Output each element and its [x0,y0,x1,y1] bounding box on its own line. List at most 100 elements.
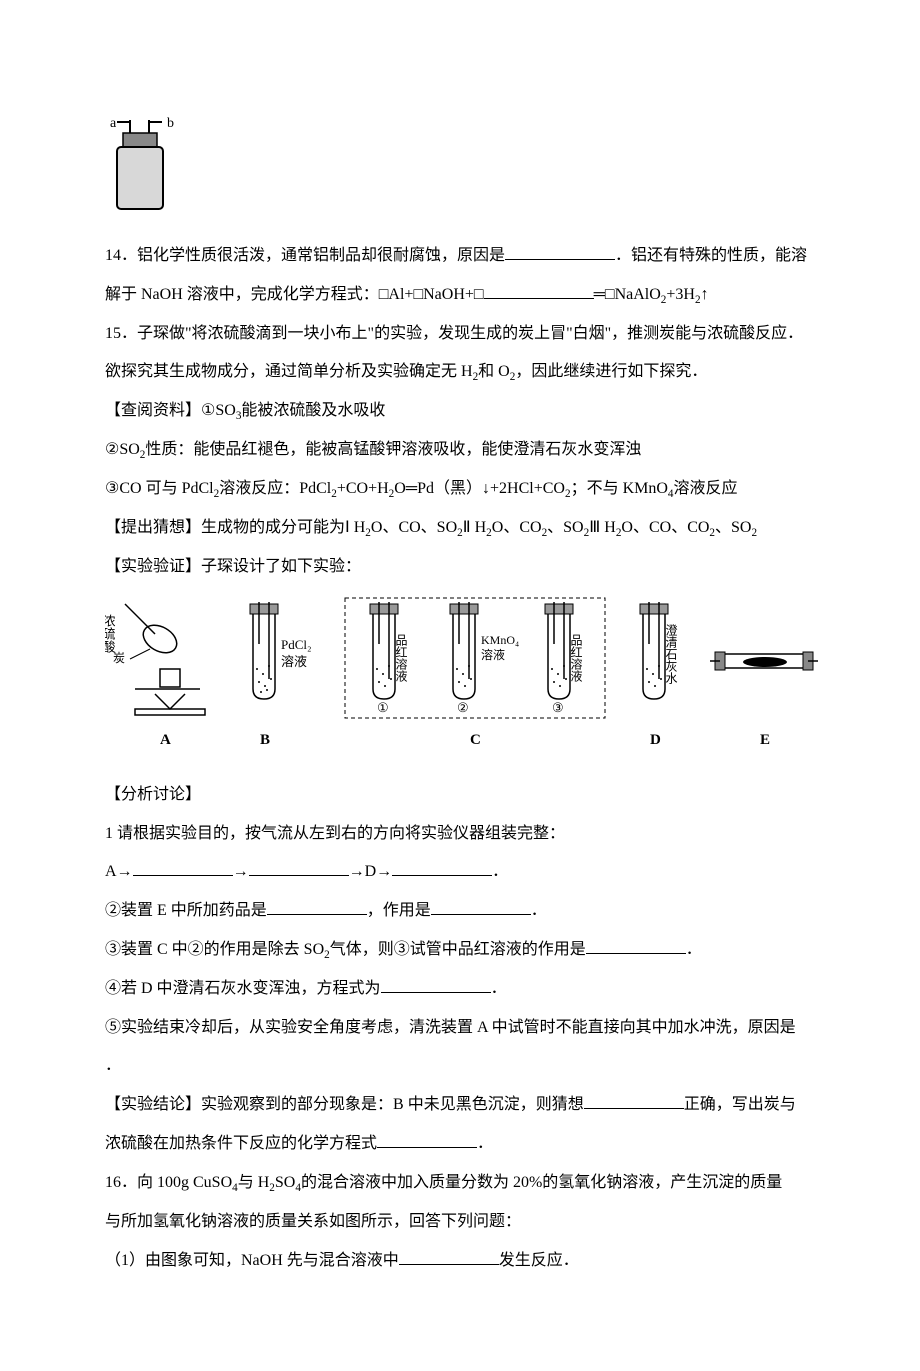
svg-text:品红溶液: 品红溶液 [569,634,583,682]
svg-text:炭: 炭 [113,651,125,665]
apparatus-C-label: C [470,732,481,748]
q14-text-5: +3H [666,286,695,303]
q14-text-2: ．铝还有特殊的性质，能溶 [615,247,807,264]
svg-text:②: ② [457,700,469,715]
q15-lk1b: 能被浓硫酸及水吸收 [241,402,385,419]
q16-line3: （1）由图象可知，NaOH 先与混合溶液中 发生反应． [105,1243,830,1280]
q15-d3b: 气体，则③试管中品红溶液的作用是 [330,941,586,958]
svg-text:PdCl₂: PdCl₂ [281,637,312,652]
q15-d2a: ②装置 E 中所加药品是 [105,902,267,919]
apparatus-E: E [710,652,818,748]
svg-text:B: B [260,732,270,748]
q15-intro-2: 欲探究其生成物成分，通过简单分析及实验确定无 H2和 O2，因此继续进行如下探究… [105,354,830,391]
q16-3b: 发生反应． [499,1252,579,1269]
apparatus-B: PdCl₂ 溶液 B [250,602,312,748]
q15-intro-1: 15．子琛做"将浓硫酸滴到一块小布上"的实验，发现生成的炭上冒"白烟"，推测炭能… [105,316,830,353]
q15-d1-blank2 [249,859,349,877]
q15-d4-blank [381,975,491,993]
q15-d2c: ． [531,902,547,919]
q15-d3c: ． [686,941,702,958]
svg-text:A: A [160,732,171,748]
q15-lookup-heading: 【查阅资料】①SO3能被浓硫酸及水吸收 [105,393,830,430]
svg-text:浓硫酸: 浓硫酸 [105,614,116,653]
q14-blank-1 [505,242,615,260]
q16-3a: （1）由图象可知，NaOH 先与混合溶液中 [105,1252,399,1269]
apparatus-C-tube3: 品红溶液 ③ [545,602,583,715]
q15-verify-heading: 【实验验证】子琛设计了如下实验： [105,549,830,586]
q15-d1-blank3 [392,859,492,877]
q15-conc-b: 正确，写出炭与 [684,1096,796,1113]
q15-conc-blank1 [584,1092,684,1110]
q14-blank-2 [484,281,594,299]
q15-d5b: ． [105,1048,830,1085]
q15-d4b: ． [491,980,507,997]
q14-line1: 14．铝化学性质很活泼，通常铝制品却很耐腐蚀，原因是 ．铝还有特殊的性质，能溶 [105,238,830,275]
bottle-diagram: a b [105,115,830,230]
q14-text-6: ↑ [701,286,709,303]
q15-hyp-c: Ⅱ H [463,519,486,536]
q15-conc-c: 浓硫酸在加热条件下反应的化学方程式 [105,1135,377,1152]
q15-d3a: ③装置 C 中②的作用是除去 SO [105,941,324,958]
svg-text:D: D [650,732,661,748]
q15-d3: ③装置 C 中②的作用是除去 SO2气体，则③试管中品红溶液的作用是． [105,932,830,969]
q15-hyp-g: O、CO、CO [621,519,709,536]
q16-blank [399,1247,499,1265]
apparatus-A: 浓硫酸 炭 A [105,604,205,748]
svg-text:溶液: 溶液 [281,654,307,669]
q15-d4a: ④若 D 中澄清石灰水变浑浊，方程式为 [105,980,381,997]
q15-hyp-b: O、CO、SO [371,519,457,536]
svg-text:③: ③ [552,700,564,715]
q14-text-3: 解于 NaOH 溶液中，完成化学方程式：□Al+□NaOH+□ [105,286,484,303]
q15-conc-a: 实验观察到的部分现象是：B 中未见黑色沉淀，则猜想 [201,1096,584,1113]
q15-hyp-f: Ⅲ H [589,519,616,536]
q15-hyp-h: 、SO [715,519,751,536]
svg-text:①: ① [377,700,389,715]
apparatus-C-tube2: KMnO₄ 溶液 ② [450,602,519,715]
q15-hyp-e: 、SO [547,519,583,536]
q15-lk2a: ②SO [105,441,140,458]
q15-intro-2c: ，因此继续进行如下探究． [515,363,707,380]
q15-d1: 1 请根据实验目的，按气流从左到右的方向将实验仪器组装完整： [105,816,830,853]
q15-d1-seq: A→→→D→． [105,854,830,891]
q15-d5: ⑤实验结束冷却后，从实验安全角度考虑，清洗装置 A 中试管时不能直接向其中加水冲… [105,1010,830,1047]
svg-text:E: E [760,732,770,748]
q15-d1-blank1 [133,859,233,877]
q16-1b: 与 H [238,1174,270,1191]
q15-lookup-3: ③CO 可与 PdCl2溶液反应：PdCl2+CO+H2O═Pd（黑）↓+2HC… [105,471,830,508]
q15-hyp-a: 生成物的成分可能为Ⅰ H [201,519,365,536]
q15-lk3f: 溶液反应 [674,480,738,497]
apparatus-D: 澄清石灰水 D [640,602,678,748]
q15-lk1a: ①SO [201,402,236,419]
q15-d1a: A→ [105,863,133,880]
q16-1d: 的混合溶液中加入质量分数为 20%的氢氧化钠溶液，产生沉淀的质量 [301,1174,782,1191]
q15-d2-blank2 [431,898,531,916]
q14-text-1: 14．铝化学性质很活泼，通常铝制品却很耐腐蚀，原因是 [105,247,505,264]
q16-1a: 16．向 100g CuSO [105,1174,232,1191]
q15-hyp-d: O、CO [492,519,542,536]
q15-lk3e: ；不与 KMnO [571,480,668,497]
q15-d1d: ． [492,863,508,880]
q15-lookup-label: 【查阅资料】 [105,402,201,419]
q15-conc-label: 【实验结论】 [105,1096,201,1113]
experiment-diagram: 浓硫酸 炭 A PdCl₂ 溶液 B [105,594,830,769]
q15-conclusion-1: 【实验结论】实验观察到的部分现象是：B 中未见黑色沉淀，则猜想 正确，写出炭与 [105,1087,830,1124]
q15-d2b: ，作用是 [367,902,431,919]
q14-text-4: ═□NaAlO [594,286,661,303]
q15-intro-2b: 和 O [478,363,510,380]
q15-lk3d: O═Pd（黑）↓+2HCl+CO [394,480,565,497]
q15-conc-d: ． [477,1135,493,1152]
q15-discuss-heading: 【分析讨论】 [105,777,830,814]
q15-lk2b: 性质：能使品红褪色，能被高锰酸钾溶液吸收，能使澄清石灰水变浑浊 [145,441,641,458]
q15-d1b: → [233,863,249,880]
svg-text:澄清石灰水: 澄清石灰水 [664,622,678,683]
svg-text:KMnO₄: KMnO₄ [481,633,519,647]
q15-lookup-2: ②SO2性质：能使品红褪色，能被高锰酸钾溶液吸收，能使澄清石灰水变浑浊 [105,432,830,469]
q15-d4: ④若 D 中澄清石灰水变浑浊，方程式为 ． [105,971,830,1008]
q15-d2-blank1 [267,898,367,916]
q16-line1: 16．向 100g CuSO4与 H2SO4的混合溶液中加入质量分数为 20%的… [105,1165,830,1202]
q15-lk3c: +CO+H [337,480,389,497]
q15-conclusion-2: 浓硫酸在加热条件下反应的化学方程式 ． [105,1126,830,1163]
q16-1c: SO [275,1174,295,1191]
q15-hypothesis: 【提出猜想】生成物的成分可能为Ⅰ H2O、CO、SO2Ⅱ H2O、CO2、SO2… [105,510,830,547]
apparatus-C-tube1: 品红溶液 ① [370,602,408,715]
